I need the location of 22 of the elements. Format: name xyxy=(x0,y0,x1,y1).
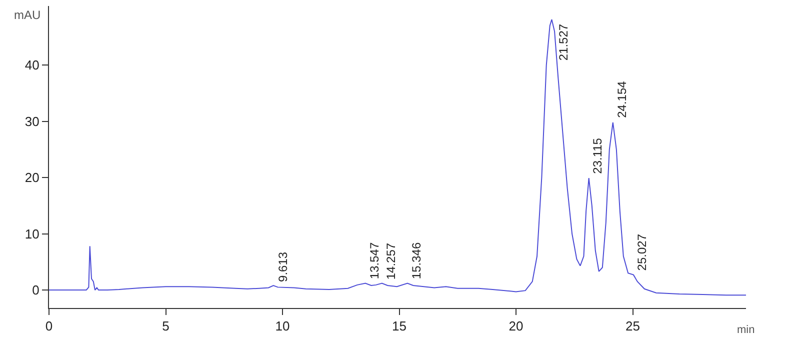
y-axis-title: mAU xyxy=(14,8,41,22)
line-series xyxy=(49,19,746,296)
annotation: 13.547 xyxy=(368,242,382,280)
y-tick-label: 10 xyxy=(24,226,40,242)
y-tick-label: 20 xyxy=(24,170,40,186)
y-tick-label: 0 xyxy=(32,282,40,298)
x-tick-label: 25 xyxy=(626,318,640,334)
y-tick-label: 40 xyxy=(24,58,40,73)
annotation: 9.613 xyxy=(276,252,290,282)
annotation: 21.527 xyxy=(556,24,571,61)
x-tick-label: 20 xyxy=(508,318,524,334)
annotation: 24.154 xyxy=(615,80,630,118)
annotation: 15.346 xyxy=(410,242,424,280)
annotation: 14.257 xyxy=(384,242,398,280)
annotation: 25.027 xyxy=(635,234,650,271)
x-tick-label: 0 xyxy=(45,318,53,334)
annotation: 23.115 xyxy=(590,138,605,174)
x-tick-label: 10 xyxy=(275,318,290,334)
x-tick-label: 15 xyxy=(392,318,406,334)
x-axis-title: min xyxy=(737,324,755,336)
x-tick-label: 5 xyxy=(162,318,170,334)
y-tick-label: 30 xyxy=(24,114,40,129)
